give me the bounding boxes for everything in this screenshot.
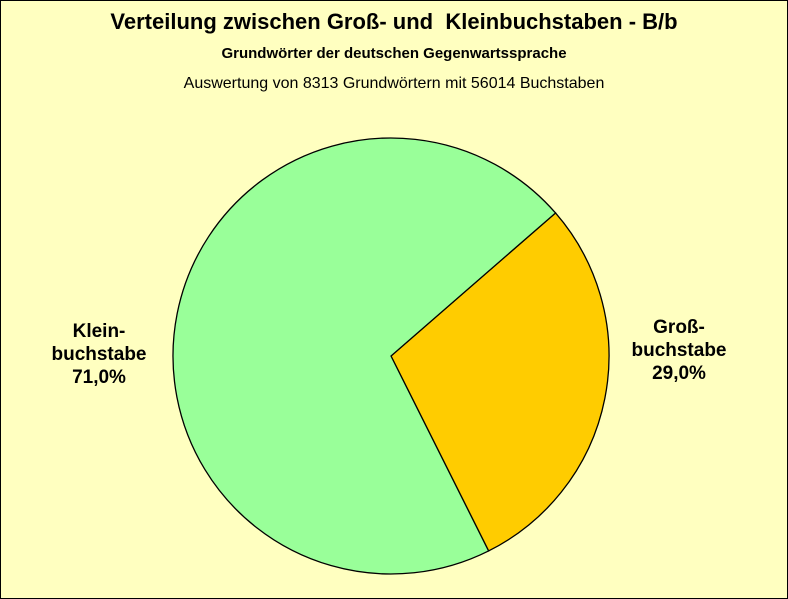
chart-title: Verteilung zwischen Groß- und Kleinbuchs…	[110, 9, 678, 34]
slice-name-line: buchstabe	[631, 340, 727, 361]
pie-slice-grossbuchstabe	[390, 212, 610, 552]
chart-subtitle: Grundwörter der deutschen Gegenwartsspra…	[221, 45, 567, 62]
slice-value-label: 29,0%	[652, 363, 706, 384]
slice-name-line: Klein-	[72, 321, 126, 342]
slice-label-grossbuchstabe: Groß- buchstabe 29,0%	[609, 316, 749, 385]
slice-label-kleinbuchstabe: Klein- buchstabe 71,0%	[29, 320, 169, 389]
slice-value-label: 71,0%	[72, 367, 126, 388]
chart-note: Auswertung von 8313 Grundwörtern mit 560…	[183, 75, 605, 92]
pie-slice-kleinbuchstabe	[172, 137, 557, 575]
slice-name-line: Groß-	[653, 317, 705, 338]
slice-name-line: buchstabe	[51, 344, 147, 365]
